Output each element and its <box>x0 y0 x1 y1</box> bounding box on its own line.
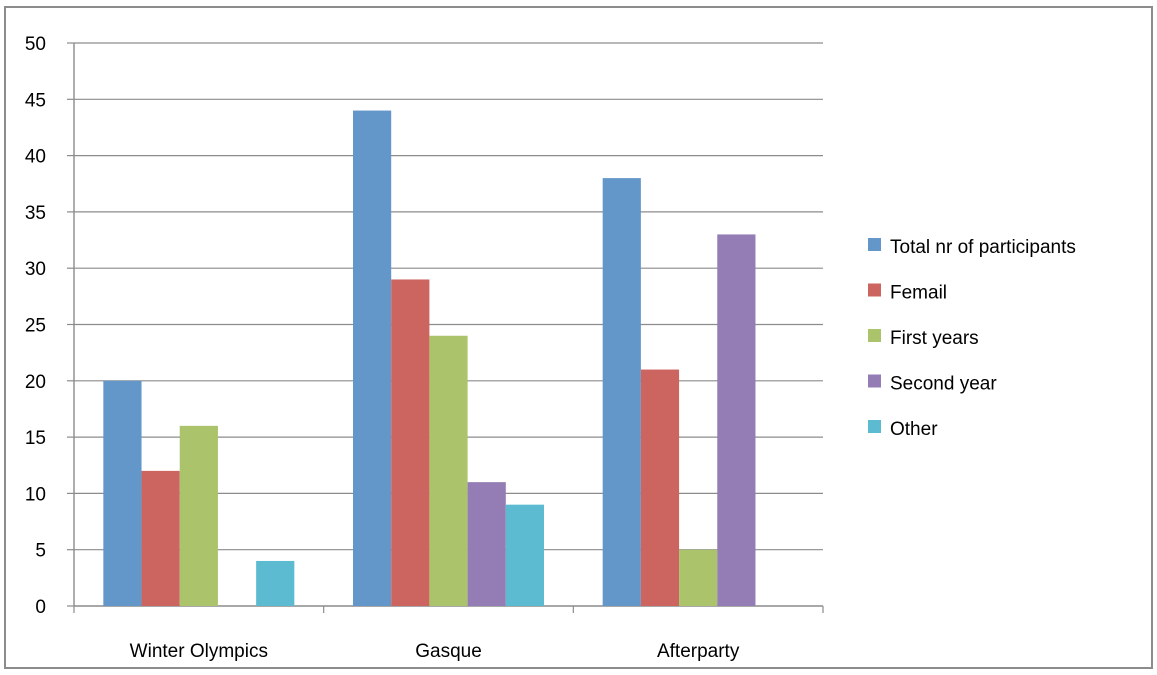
bars <box>103 110 756 607</box>
bar <box>717 234 756 607</box>
y-tick-label: 0 <box>35 597 46 618</box>
bar <box>602 178 641 606</box>
legend: Total nr of participants Femail First year… <box>868 237 1076 440</box>
x-axis-tick-labels: Winter Olympics Gasque Afterparty <box>130 641 740 662</box>
y-tick-label: 25 <box>25 316 46 337</box>
legend-label: Total nr of participants <box>890 237 1076 258</box>
y-tick-label: 15 <box>25 428 46 449</box>
bar <box>391 279 430 606</box>
legend-swatch <box>868 329 881 342</box>
bar <box>467 482 506 606</box>
x-category-label: Gasque <box>415 641 482 662</box>
y-tick-label: 10 <box>25 484 46 505</box>
bar <box>103 380 142 606</box>
bar <box>353 110 392 606</box>
y-tick-label: 35 <box>25 203 46 224</box>
x-category-label: Afterparty <box>657 641 740 662</box>
y-tick-label: 45 <box>25 90 46 111</box>
legend-label: Other <box>890 419 938 440</box>
y-tick-label: 5 <box>35 541 46 562</box>
legend-label: Femail <box>890 283 947 304</box>
y-tick-label: 40 <box>25 147 46 168</box>
bar <box>141 470 180 606</box>
legend-swatch <box>868 374 881 388</box>
bar <box>256 560 295 606</box>
bar <box>179 425 218 606</box>
legend-swatch <box>868 283 881 297</box>
y-tick-label: 50 <box>25 34 46 55</box>
legend-swatch <box>868 238 881 251</box>
bar <box>679 549 718 606</box>
bar <box>429 335 468 606</box>
legend-label: First years <box>890 328 979 349</box>
legend-label: Second year <box>890 374 997 395</box>
bar <box>640 369 680 606</box>
y-axis-tick-labels: 0 5 10 15 20 25 30 35 40 45 50 <box>25 34 46 618</box>
y-tick-label: 30 <box>25 259 46 280</box>
legend-swatch <box>868 420 881 433</box>
bar <box>505 504 544 606</box>
y-tick-label: 20 <box>25 372 46 393</box>
x-category-label: Winter Olympics <box>130 641 268 662</box>
